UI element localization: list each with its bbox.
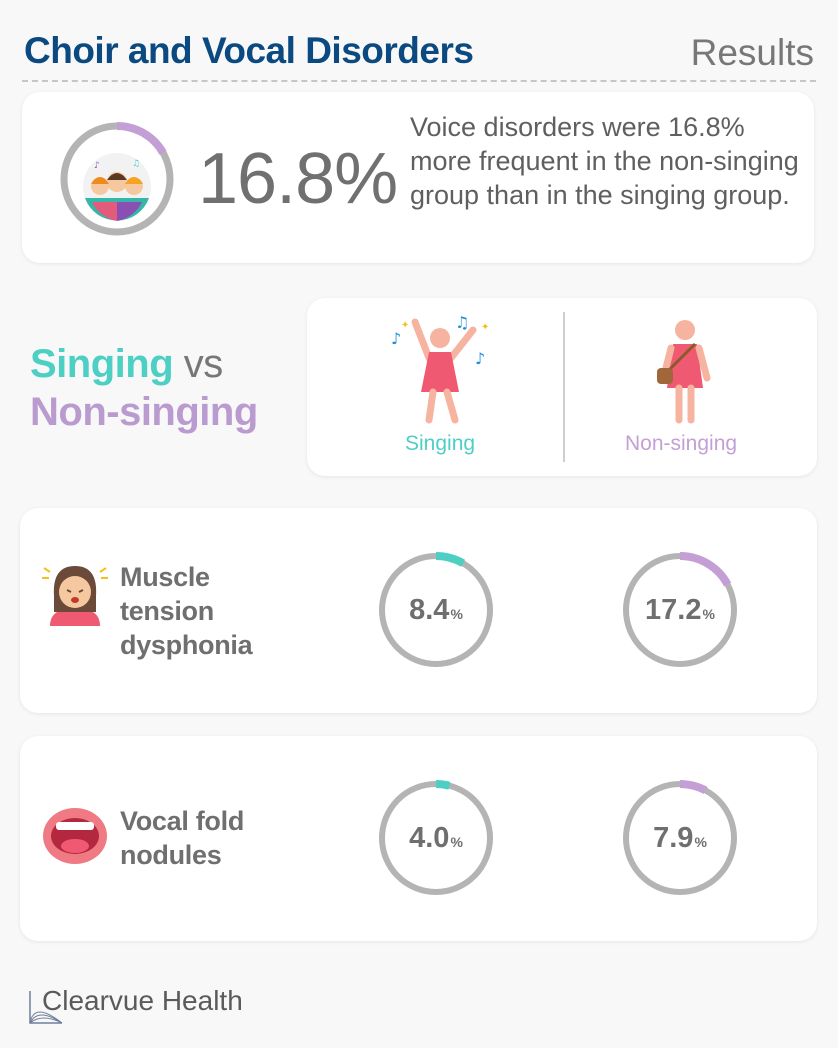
singing-person-icon: ♪ ♫ ♪ ✦ ✦ — [391, 313, 489, 424]
metric-label: Muscle tension dysphonia — [120, 560, 253, 662]
ring-value: 7.9% — [620, 778, 740, 898]
ring-arc — [435, 780, 451, 790]
metric-label-line: Vocal fold — [120, 806, 245, 836]
metric-card-muscle-tension: Muscle tension dysphonia 8.4% 17.2% — [20, 508, 817, 713]
vs-word: vs — [173, 342, 224, 386]
metric-label-line: dysphonia — [120, 630, 253, 660]
clearvue-logo-icon — [29, 991, 63, 1024]
non-singing-group-label: Non-singing — [625, 432, 738, 455]
ring-non-singing-vocal-fold — [623, 780, 737, 895]
non-singing-heading: Non-singing — [30, 390, 258, 434]
summary-ring: ♪ ♫ — [60, 122, 174, 236]
metric-label-line: tension — [120, 596, 214, 626]
ring-arc — [679, 552, 732, 587]
ring-singing-vocal-fold — [379, 780, 493, 895]
summary-text: Voice disorders were 16.8% more frequent… — [410, 112, 799, 210]
header: Choir and Vocal Disorders Results — [22, 26, 816, 82]
ring-non-singing-muscle-tension — [623, 552, 737, 667]
non-singing-person-icon — [657, 320, 711, 424]
ring-arc — [435, 552, 466, 567]
group-divider — [563, 312, 565, 462]
metric-label-line: nodules — [120, 840, 222, 870]
summary-percent: 16.8% — [198, 139, 398, 219]
ring-value: 8.4% — [376, 550, 496, 670]
group-legend-card: ♪ ♫ ♪ ✦ ✦ Singing Non-singing — [307, 298, 817, 476]
open-mouth-icon — [43, 808, 107, 864]
summary-ring-arc — [116, 122, 167, 155]
value-singing-muscle-tension: 8.4 — [409, 593, 450, 626]
value-singing-vocal-fold: 4.0 — [409, 821, 450, 854]
percent-sign: % — [450, 834, 463, 850]
stressed-face-icon — [42, 566, 108, 626]
ring-arc — [679, 780, 708, 795]
value-non-singing-muscle-tension: 17.2 — [645, 593, 702, 626]
singing-group-label: Singing — [405, 432, 476, 455]
svg-text:♫: ♫ — [455, 313, 469, 332]
ring-value: 17.2% — [620, 550, 740, 670]
value-non-singing-vocal-fold: 7.9 — [653, 821, 694, 854]
svg-text:♪: ♪ — [475, 349, 485, 368]
ring-value: 4.0% — [376, 778, 496, 898]
percent-sign: % — [450, 606, 463, 622]
singing-heading: Singing — [30, 342, 174, 386]
svg-text:♫: ♫ — [132, 159, 140, 169]
svg-text:♪: ♪ — [94, 161, 100, 171]
metric-card-vocal-fold: Vocal fold nodules 4.0% 7.9% — [20, 736, 817, 941]
svg-text:♪: ♪ — [391, 329, 401, 348]
brand-name: Clearvue Health — [42, 985, 243, 1016]
svg-text:✦: ✦ — [401, 320, 409, 331]
metric-label-line: Muscle — [120, 562, 210, 592]
summary-card: ♪ ♫ 16.8% Voice disorders were 16.8% mor… — [22, 92, 814, 263]
page-title: Choir and Vocal Disorders — [24, 30, 474, 71]
choir-group-icon: ♪ ♫ — [83, 153, 151, 221]
comparison-heading: Singing vs Non-singing — [30, 340, 258, 436]
footer: Clearvue Health — [26, 985, 286, 1029]
svg-text:✦: ✦ — [481, 322, 489, 333]
percent-sign: % — [694, 834, 707, 850]
percent-sign: % — [702, 606, 715, 622]
section-label: Results — [690, 32, 814, 73]
metric-label: Vocal fold nodules — [120, 804, 244, 872]
ring-singing-muscle-tension — [379, 552, 493, 667]
